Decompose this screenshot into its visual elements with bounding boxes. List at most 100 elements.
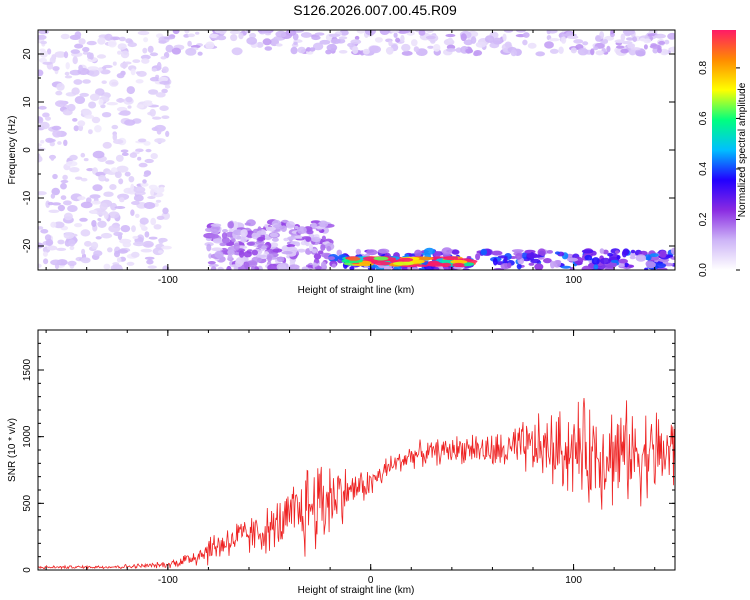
heatmap-patch bbox=[214, 250, 224, 259]
heatmap-patch bbox=[664, 39, 670, 45]
heatmap-patch bbox=[294, 225, 299, 230]
heatmap-patch bbox=[63, 139, 68, 146]
heatmap-patch bbox=[644, 267, 649, 270]
heatmap-patch bbox=[373, 256, 389, 261]
heatmap-patch bbox=[69, 154, 78, 161]
heatmap-patch bbox=[441, 247, 453, 255]
heatmap-patch bbox=[195, 31, 200, 35]
snr-panel: -100 0 100 0 500 1000 1500 Height of straight… bbox=[7, 329, 676, 596]
heatmap-patch bbox=[130, 68, 136, 76]
heatmap-patch bbox=[147, 45, 154, 53]
heatmap-patch bbox=[116, 73, 125, 79]
heatmap-patch bbox=[60, 195, 67, 201]
heatmap-patch bbox=[369, 45, 381, 54]
heatmap-patch bbox=[555, 260, 562, 265]
heatmap-patch bbox=[630, 249, 636, 254]
heatmap-patch bbox=[297, 248, 306, 253]
heatmap-patch bbox=[261, 245, 267, 250]
heatmap-patch bbox=[231, 47, 243, 56]
heatmap-patch bbox=[164, 84, 171, 89]
heatmap-patch bbox=[208, 263, 219, 267]
heatmap-patch bbox=[321, 235, 326, 241]
y-tick-label: -10 bbox=[22, 190, 33, 205]
heatmap-patch bbox=[101, 112, 112, 118]
heatmap-patch bbox=[546, 30, 551, 35]
heatmap-patch bbox=[261, 30, 271, 34]
heatmap-patch bbox=[473, 51, 480, 57]
heatmap-patch bbox=[144, 158, 154, 164]
heatmap-patch bbox=[158, 76, 169, 83]
heatmap-patch bbox=[161, 115, 170, 119]
heatmap-patch bbox=[243, 251, 252, 258]
heatmap-patch bbox=[618, 263, 625, 267]
heatmap-patch bbox=[143, 141, 151, 146]
heatmap-patch bbox=[47, 138, 56, 143]
heatmap-patch bbox=[111, 124, 119, 130]
heatmap-patch bbox=[55, 90, 63, 96]
heatmap-patch bbox=[86, 168, 94, 172]
heatmap-patch bbox=[309, 243, 313, 252]
heatmap-patch bbox=[80, 257, 91, 264]
heatmap-patch bbox=[98, 174, 107, 182]
heatmap-patch bbox=[145, 148, 152, 153]
heatmap-patch bbox=[38, 69, 44, 77]
heatmap-patch bbox=[577, 48, 589, 56]
heatmap-patch bbox=[118, 36, 126, 42]
heatmap-patch bbox=[296, 226, 307, 235]
heatmap-patch bbox=[447, 37, 453, 42]
heatmap-patch bbox=[88, 68, 100, 77]
heatmap-patch bbox=[141, 58, 150, 64]
heatmap-patch bbox=[595, 35, 601, 42]
x-tick-label: -100 bbox=[158, 575, 178, 586]
heatmap-patch bbox=[137, 156, 142, 161]
heatmap-patch bbox=[149, 108, 156, 117]
heatmap-patch bbox=[627, 43, 636, 49]
heatmap-patch bbox=[120, 50, 130, 59]
heatmap-patch bbox=[38, 30, 49, 35]
heatmap-patch bbox=[602, 249, 609, 255]
heatmap-patch bbox=[135, 79, 144, 84]
heatmap-patch bbox=[82, 79, 91, 84]
heatmap-patch bbox=[305, 240, 310, 247]
heatmap-patch bbox=[230, 34, 238, 42]
heatmap-patch bbox=[311, 248, 318, 253]
heatmap-patch bbox=[385, 46, 394, 55]
heatmap-patch bbox=[451, 249, 460, 255]
heatmap-patch bbox=[549, 38, 560, 42]
heatmap-patch bbox=[590, 48, 595, 56]
heatmap-patch bbox=[115, 154, 124, 162]
x-tick-label: 0 bbox=[368, 575, 374, 586]
heatmap-patch bbox=[475, 41, 487, 48]
heatmap-patch bbox=[107, 247, 113, 253]
heatmap-patch bbox=[39, 121, 50, 130]
heatmap-patch bbox=[67, 260, 77, 266]
heatmap-patch bbox=[40, 139, 45, 144]
heatmap-patch bbox=[306, 229, 314, 235]
heatmap-patch bbox=[147, 196, 156, 199]
y-tick-label: 500 bbox=[22, 495, 33, 512]
heatmap-patch bbox=[293, 235, 304, 239]
heatmap-patch bbox=[414, 249, 422, 257]
y-tick-label: -20 bbox=[22, 238, 33, 253]
heatmap-patch bbox=[352, 46, 359, 54]
heatmap-patch bbox=[155, 92, 166, 98]
heatmap-patch bbox=[318, 220, 329, 228]
heatmap-patch bbox=[158, 40, 167, 44]
heatmap-patch bbox=[433, 44, 441, 52]
heatmap-patch bbox=[312, 42, 324, 51]
heatmap-patch bbox=[131, 225, 136, 233]
heatmap-patch bbox=[607, 252, 613, 257]
heatmap-patch bbox=[91, 200, 102, 205]
heatmap-patch bbox=[630, 47, 641, 51]
heatmap-patch bbox=[148, 236, 158, 240]
heatmap-patch bbox=[148, 89, 159, 95]
heatmap-patch bbox=[197, 51, 203, 56]
heatmap-patch bbox=[158, 184, 165, 188]
heatmap-patch bbox=[534, 263, 544, 270]
heatmap-patch bbox=[211, 247, 223, 252]
heatmap-patch bbox=[52, 173, 58, 180]
heatmap-patch bbox=[205, 227, 214, 232]
heatmap-patch bbox=[356, 30, 366, 34]
heatmap-patch bbox=[452, 262, 465, 267]
heatmap-patch bbox=[627, 264, 635, 268]
